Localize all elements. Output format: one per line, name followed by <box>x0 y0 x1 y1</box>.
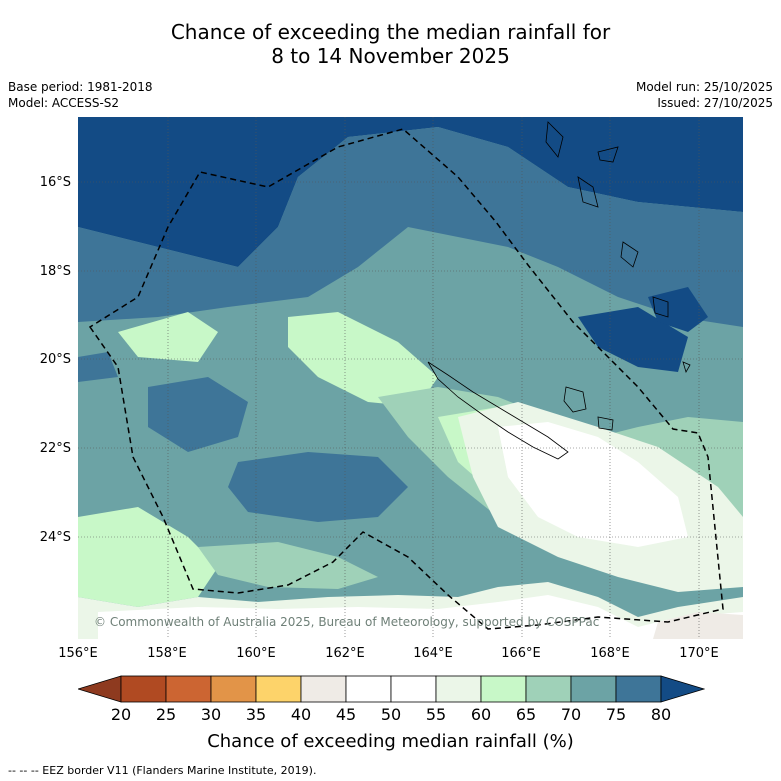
model-run: Model run: 25/10/2025 <box>635 80 773 94</box>
band-65-70-southwest <box>198 542 378 589</box>
map-copyright: © Commonwealth of Australia 2025, Bureau… <box>94 615 599 629</box>
band-75-80-southwest <box>148 377 248 452</box>
lat-label-22s: 22°S <box>39 441 71 456</box>
colorbar-65-70 <box>525 675 572 703</box>
lon-label-170e: 170°E <box>679 646 719 661</box>
colorbar-70-75 <box>570 675 617 703</box>
colorbar-label-75: 75 <box>605 705 627 724</box>
colorbar-label-25: 25 <box>155 705 177 724</box>
band-40-45-southeast <box>653 612 743 639</box>
colorbar-25-30 <box>165 675 212 703</box>
band-60-65-southwest <box>78 507 218 607</box>
colorbar-label-60: 60 <box>470 705 492 724</box>
colorbar-label-50: 50 <box>380 705 402 724</box>
colorbar-label-20: 20 <box>110 705 132 724</box>
colorbar-label-55: 55 <box>425 705 447 724</box>
colorbar-label-40: 40 <box>290 705 312 724</box>
lon-grid <box>167 117 700 639</box>
colorbar-35-40 <box>255 675 302 703</box>
band-75-80-west-strip <box>78 352 118 382</box>
lat-label-16s: 16°S <box>39 175 71 190</box>
lon-label-164e: 164°E <box>413 646 453 661</box>
colorbar-55-60 <box>435 675 482 703</box>
lon-label-162e: 162°E <box>325 646 365 661</box>
colorbar-label-65: 65 <box>515 705 537 724</box>
colorbar-75-80 <box>615 675 662 703</box>
lat-label-18s: 18°S <box>39 264 71 279</box>
colorbar-45-50 <box>345 675 392 703</box>
base-period: Base period: 1981-2018 <box>8 80 153 94</box>
model-name: Model: ACCESS-S2 <box>8 96 120 110</box>
colorbar-above-80 <box>660 675 705 703</box>
colorbar-label-80: 80 <box>650 705 672 724</box>
lon-label-168e: 168°E <box>590 646 630 661</box>
colorbar-title: Chance of exceeding median rainfall (%) <box>207 731 574 752</box>
lat-label-24s: 24°S <box>39 530 71 545</box>
vanuatu-islands <box>545 121 691 374</box>
colorbar-40-45 <box>300 675 347 703</box>
colorbar-label-35: 35 <box>245 705 267 724</box>
band-60-65-center <box>288 312 438 407</box>
issued-date: Issued: 27/10/2025 <box>657 96 773 110</box>
eez-border <box>88 128 724 630</box>
colorbar-label-70: 70 <box>560 705 582 724</box>
lon-label-156e: 156°E <box>58 646 98 661</box>
band-50-55-south <box>98 595 743 639</box>
colorbar <box>78 675 705 703</box>
colorbar-30-35 <box>210 675 257 703</box>
loyalty-islands <box>563 386 614 431</box>
lon-label-160e: 160°E <box>236 646 276 661</box>
band-above-80-east <box>578 307 688 372</box>
colorbar-60-65 <box>480 675 527 703</box>
colorbar-label-45: 45 <box>335 705 357 724</box>
colorbar-20-25 <box>120 675 167 703</box>
band-75-80-north <box>78 127 743 327</box>
new-caledonia-island <box>427 361 569 460</box>
rainfall-map: © Commonwealth of Australia 2025, Bureau… <box>78 117 743 639</box>
lon-label-158e: 158°E <box>147 646 187 661</box>
band-above-80-east-2 <box>648 287 708 332</box>
eez-legend: -- -- -- EEZ border V11 (Flanders Marine… <box>8 764 317 777</box>
map-title-line2: 8 to 14 November 2025 <box>271 44 510 68</box>
map-title-line1: Chance of exceeding the median rainfall … <box>170 20 611 44</box>
colorbar-below-20 <box>78 675 122 703</box>
lat-label-20s: 20°S <box>39 352 71 367</box>
colorbar-50-55 <box>390 675 437 703</box>
lon-label-166e: 166°E <box>501 646 541 661</box>
band-75-80-south <box>228 452 408 522</box>
colorbar-label-30: 30 <box>200 705 222 724</box>
band-above-80-north <box>78 117 743 267</box>
